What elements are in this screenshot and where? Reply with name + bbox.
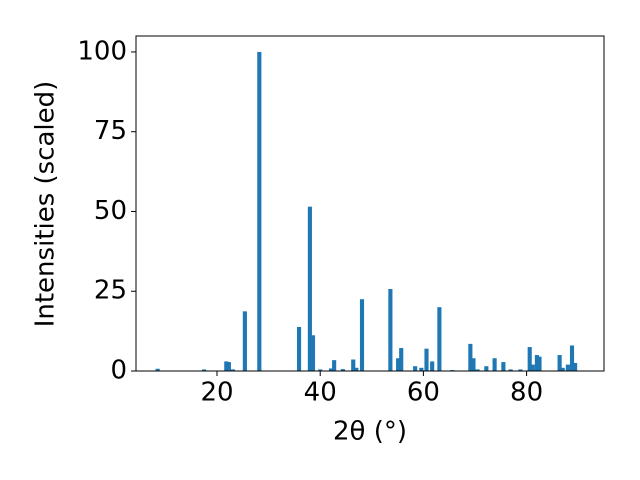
y-tick-label: 75	[94, 116, 127, 146]
bar	[224, 361, 229, 371]
bar	[437, 307, 442, 371]
bar	[351, 359, 356, 371]
x-tick-label: 40	[304, 378, 337, 408]
bar	[518, 369, 523, 371]
bar	[340, 369, 345, 371]
bar	[484, 366, 489, 371]
plot-frame	[135, 35, 605, 372]
bar	[413, 366, 418, 371]
bar	[573, 363, 578, 371]
bar	[230, 369, 236, 371]
bar	[569, 345, 575, 371]
bar	[296, 326, 302, 371]
y-tick-label: 0	[110, 356, 127, 386]
y-axis-label: Intensities (scaled)	[31, 81, 61, 328]
x-tick-label: 80	[510, 378, 543, 408]
bar	[328, 368, 334, 371]
x-axis-label: 2θ (°)	[333, 417, 407, 447]
bar	[388, 289, 393, 371]
y-tick-label: 50	[94, 196, 127, 226]
bar	[332, 360, 337, 371]
bar	[359, 299, 365, 371]
bar	[508, 369, 513, 371]
bar	[527, 347, 532, 371]
bar	[396, 358, 401, 371]
bar	[492, 358, 497, 371]
bar	[310, 335, 316, 371]
bar	[471, 358, 476, 371]
bar	[537, 356, 542, 371]
x-tick-label: 20	[200, 378, 233, 408]
bar	[419, 367, 424, 371]
bar	[557, 355, 562, 371]
x-tick-label: 60	[407, 378, 440, 408]
bar	[424, 348, 429, 371]
bar	[226, 362, 231, 371]
bar	[560, 367, 565, 371]
bar	[501, 362, 506, 371]
bar	[354, 367, 359, 371]
bar	[307, 206, 312, 371]
bar	[155, 368, 160, 371]
bar	[257, 51, 262, 371]
bar	[475, 369, 480, 371]
bar	[565, 364, 570, 371]
bar	[202, 369, 207, 371]
y-tick-label: 100	[77, 36, 127, 66]
bar	[534, 355, 539, 371]
bar	[430, 361, 435, 371]
bar	[530, 364, 535, 371]
bar	[242, 311, 247, 371]
bar	[468, 343, 473, 371]
y-tick-label: 25	[94, 276, 127, 306]
bar	[399, 348, 404, 371]
bar	[318, 369, 323, 371]
